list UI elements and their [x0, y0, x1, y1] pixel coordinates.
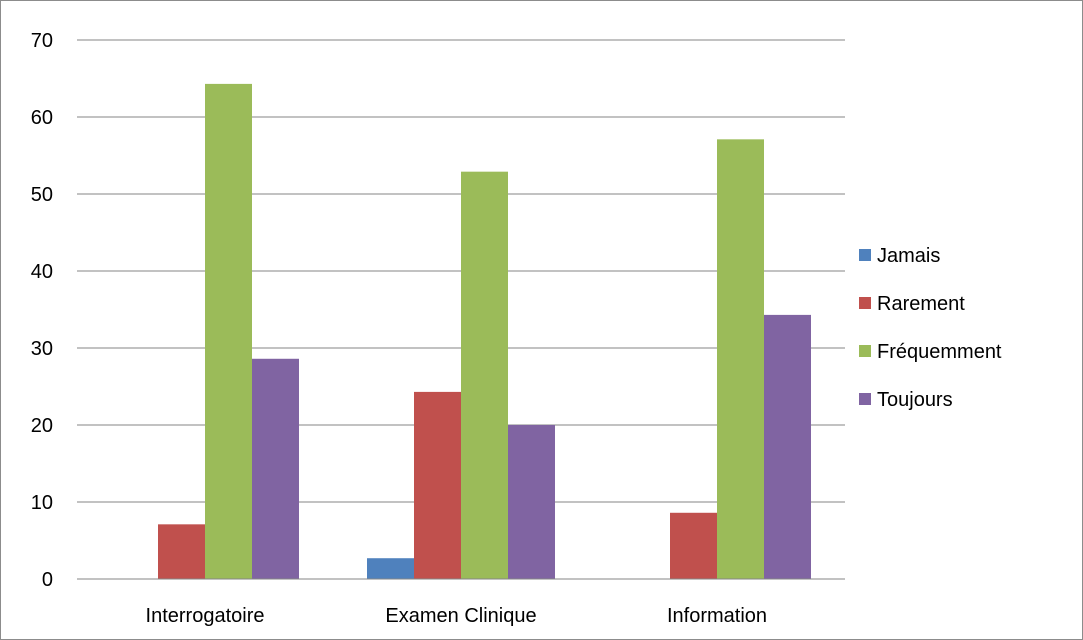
x-tick-label: Examen Clinique: [385, 605, 536, 627]
y-tick-label: 60: [31, 107, 53, 129]
bars: [158, 83, 811, 580]
legend-swatch: [859, 297, 871, 309]
x-axis-tick-labels: Interrogatoire Examen Clinique Information: [146, 605, 768, 627]
y-tick-label: 50: [31, 184, 53, 206]
bar-frequemment-interrogatoire: [205, 83, 252, 579]
bar-rarement-interrogatoire: [158, 524, 205, 579]
bar-toujours-examen-clinique: [508, 425, 555, 579]
legend-label: Fréquemment: [877, 341, 1002, 363]
legend-swatch: [859, 249, 871, 261]
x-tick-label: Information: [667, 605, 767, 627]
bar-frequemment-information: [717, 139, 764, 579]
y-tick-label: 70: [31, 30, 53, 52]
legend-swatch: [859, 345, 871, 357]
bar-toujours-interrogatoire: [252, 358, 299, 579]
legend-label: Toujours: [877, 389, 953, 411]
y-tick-label: 0: [42, 569, 53, 591]
bar-rarement-information: [670, 512, 717, 579]
bar-frequemment-examen-clinique: [461, 171, 508, 580]
legend-label: Rarement: [877, 293, 965, 315]
bar-rarement-examen-clinique: [414, 391, 461, 579]
bar-jamais-examen-clinique: [367, 558, 414, 579]
y-tick-label: 40: [31, 261, 53, 283]
y-tick-label: 30: [31, 338, 53, 360]
legend: Jamais Rarement Fréquemment Toujours: [859, 245, 1002, 411]
y-axis-tick-labels: 0 10 20 30 40 50 60 70: [31, 30, 53, 591]
legend-swatch: [859, 393, 871, 405]
bar-toujours-information: [764, 314, 811, 579]
legend-label: Jamais: [877, 245, 940, 267]
x-tick-label: Interrogatoire: [146, 605, 265, 627]
y-tick-label: 20: [31, 415, 53, 437]
y-tick-label: 10: [31, 492, 53, 514]
